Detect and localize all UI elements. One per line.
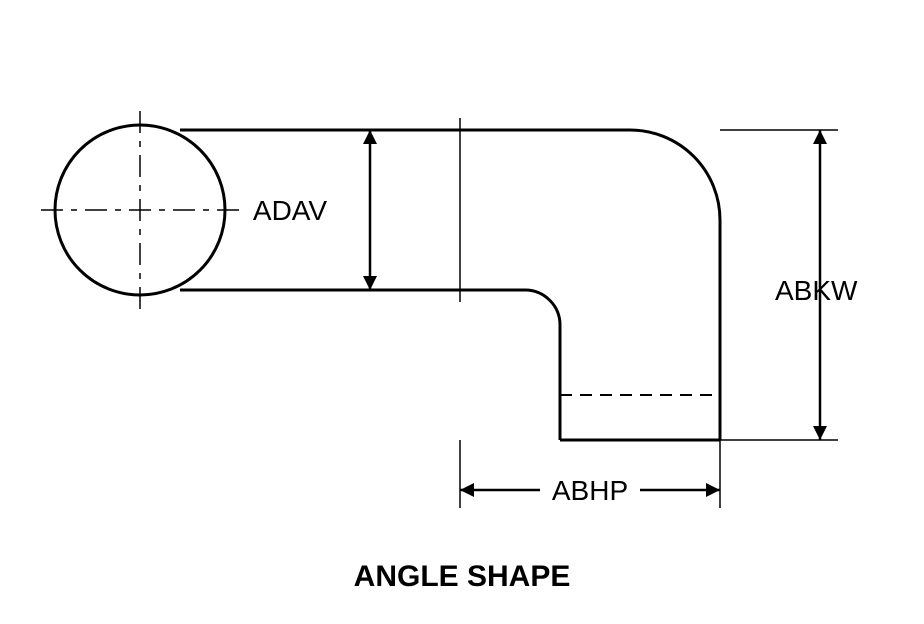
svg-text:ABKW: ABKW (775, 275, 858, 306)
svg-text:ABHP: ABHP (552, 475, 628, 506)
diagram-title: ANGLE SHAPE (354, 560, 571, 594)
angle-shape-diagram: ADAV ABKW ABHP (0, 0, 924, 624)
svg-text:ADAV: ADAV (253, 195, 327, 226)
